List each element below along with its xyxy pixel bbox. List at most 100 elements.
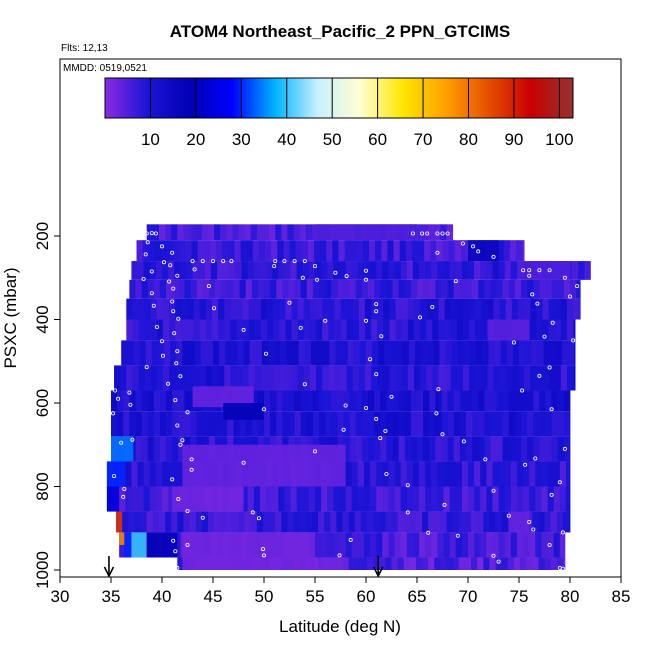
heat-patch <box>106 486 120 512</box>
heat-cell <box>159 390 167 412</box>
sample-point <box>363 405 368 410</box>
heat-cell <box>380 411 387 437</box>
heat-cell <box>495 557 503 570</box>
heat-cell <box>126 365 133 391</box>
heat-cell <box>153 411 161 437</box>
sample-point <box>173 398 178 403</box>
heat-cell <box>150 365 158 391</box>
heat-cell <box>225 340 232 366</box>
heat-cell <box>584 261 591 280</box>
sample-point <box>312 264 317 269</box>
heat-cell <box>155 461 163 487</box>
heat-cell <box>443 486 451 512</box>
heat-cell <box>344 240 352 262</box>
heat-cell <box>134 511 141 533</box>
heat-cell <box>476 340 483 366</box>
heat-cell <box>332 240 339 262</box>
heat-cell <box>357 461 365 487</box>
heat-cell <box>238 224 246 241</box>
heat-cell <box>128 511 135 533</box>
heat-cell <box>428 557 435 570</box>
heat-cell <box>567 340 575 366</box>
heat-cell <box>127 340 134 366</box>
heat-cell <box>342 557 350 570</box>
sample-point <box>455 533 460 538</box>
heat-cell <box>428 511 435 533</box>
heat-cell <box>391 557 399 570</box>
heat-cell <box>208 279 216 299</box>
sample-point <box>189 467 194 472</box>
heat-cell <box>458 557 466 570</box>
heat-cell <box>453 390 461 412</box>
heat-cell <box>160 240 168 262</box>
heat-cell <box>149 461 157 487</box>
heat-cell <box>380 390 387 412</box>
heat-cell <box>294 390 302 412</box>
heat-cell <box>193 365 201 391</box>
sample-point <box>483 457 488 462</box>
heat-cell <box>573 298 580 320</box>
heat-cell <box>449 461 457 487</box>
heat-cell <box>434 557 441 570</box>
heat-cell <box>563 279 571 299</box>
sample-point <box>314 277 319 282</box>
heat-cell <box>241 261 249 280</box>
heat-cell <box>538 511 545 533</box>
heat-cell <box>137 261 145 280</box>
heat-cell <box>245 279 253 299</box>
sample-point <box>302 382 307 387</box>
heat-cell <box>285 298 292 320</box>
sample-point <box>119 440 124 445</box>
sample-point <box>206 284 211 289</box>
heat-cell <box>535 461 542 487</box>
heat-cell <box>218 319 225 341</box>
sample-point <box>116 396 121 401</box>
heat-cell <box>539 411 546 437</box>
heat-cell <box>496 390 504 412</box>
heat-cell <box>494 340 502 366</box>
heat-cell <box>297 365 305 391</box>
heat-cell <box>226 224 233 241</box>
heat-cell <box>349 436 357 462</box>
heat-cell <box>193 319 201 341</box>
heat-cell <box>217 261 224 280</box>
heat-cell <box>486 486 493 512</box>
heat-cell <box>363 461 371 487</box>
heat-cell <box>284 486 291 512</box>
sample-point <box>379 334 384 339</box>
heat-cell <box>527 390 534 412</box>
heat-cell <box>236 365 243 391</box>
heat-cell <box>432 319 439 341</box>
heat-cell <box>511 365 519 391</box>
heat-cell <box>202 411 210 437</box>
heat-cell <box>321 261 328 280</box>
heat-cell <box>420 319 427 341</box>
heat-cell <box>542 319 549 341</box>
heat-cell <box>386 411 393 437</box>
sample-point <box>560 566 565 571</box>
heat-cell <box>387 240 394 262</box>
heat-cell <box>539 279 546 299</box>
heat-cell <box>137 486 145 512</box>
sample-point <box>298 325 303 330</box>
heat-cell <box>119 486 126 512</box>
heat-cell <box>141 279 149 299</box>
heat-cell <box>431 486 438 512</box>
heat-cell <box>563 411 571 437</box>
heat-cell <box>560 365 568 391</box>
heat-cell <box>474 461 481 487</box>
heat-cell <box>536 365 543 391</box>
heat-cell <box>576 279 581 299</box>
heat-cell <box>405 240 413 262</box>
heat-cell <box>281 511 288 533</box>
sample-point <box>527 520 532 525</box>
sample-point <box>149 291 154 296</box>
heat-cell <box>262 224 270 241</box>
heat-cell <box>195 224 203 241</box>
heat-cell <box>224 319 231 341</box>
heat-cell <box>545 411 553 437</box>
sample-point <box>200 515 205 520</box>
sample-point <box>363 268 368 273</box>
sample-point <box>170 299 175 304</box>
heat-cell <box>421 340 428 366</box>
